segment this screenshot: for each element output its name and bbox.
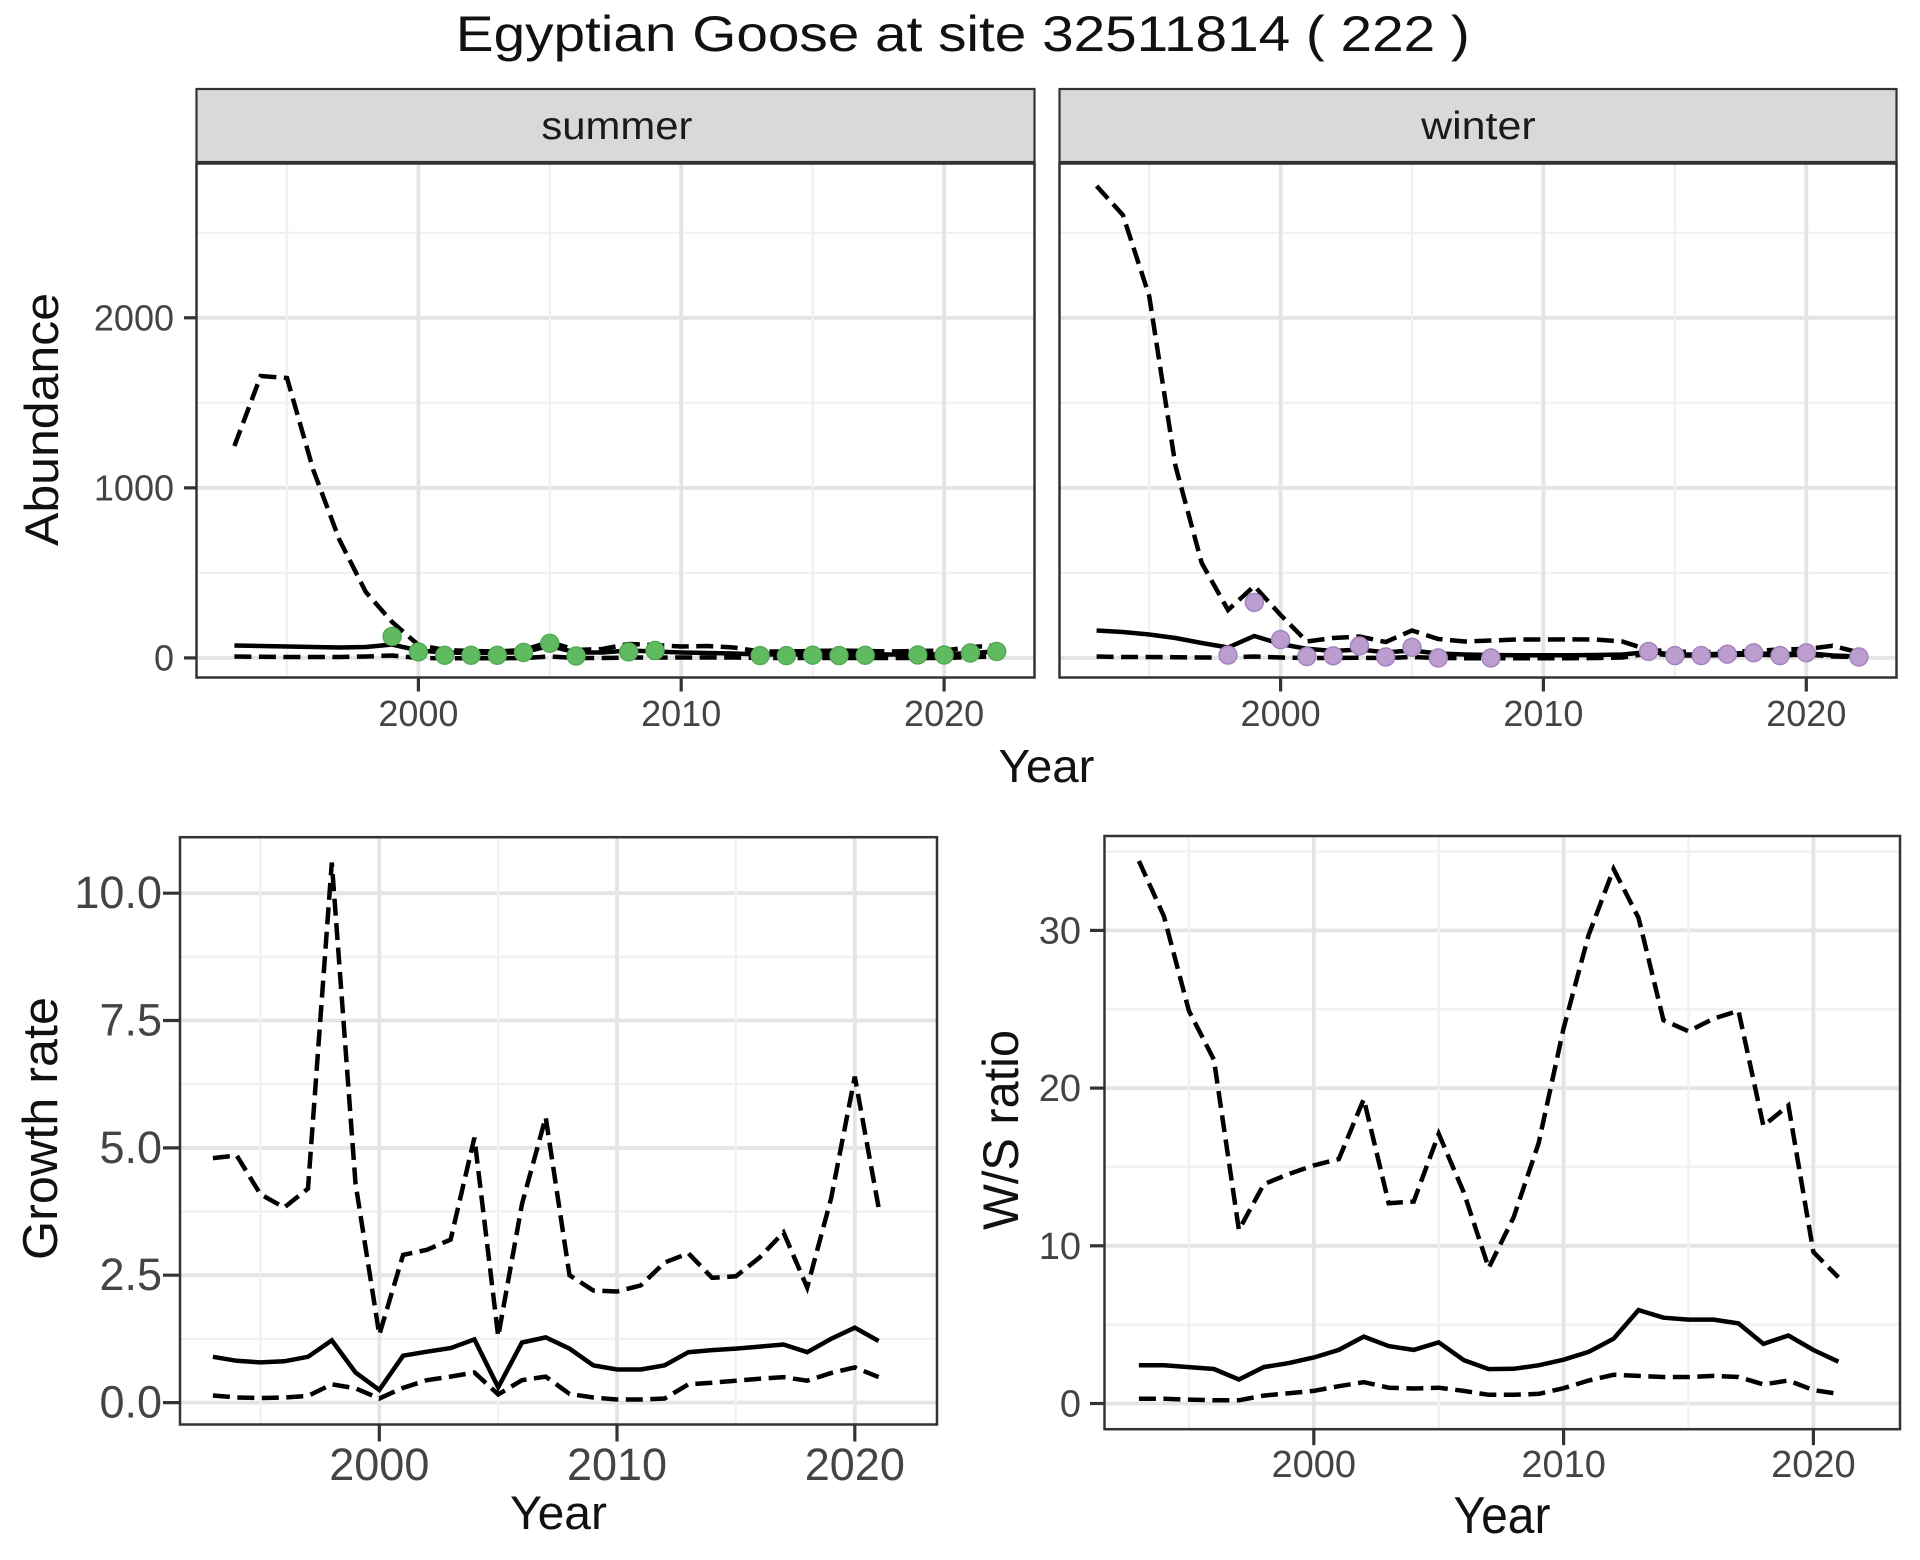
svg-text:2010: 2010 xyxy=(567,1439,667,1490)
svg-text:20: 20 xyxy=(1039,1068,1081,1110)
svg-text:30: 30 xyxy=(1039,910,1081,952)
svg-text:2000: 2000 xyxy=(329,1439,429,1490)
svg-text:winter: winter xyxy=(1420,105,1536,148)
svg-text:Year: Year xyxy=(1454,1487,1551,1545)
svg-text:2000: 2000 xyxy=(94,297,174,338)
svg-text:Abundance: Abundance xyxy=(15,293,68,546)
svg-text:2020: 2020 xyxy=(904,693,984,734)
svg-text:10.0: 10.0 xyxy=(74,867,162,918)
svg-text:7.5: 7.5 xyxy=(99,995,162,1046)
svg-text:Egyptian Goose at site 3251181: Egyptian Goose at site 32511814 ( 222 ) xyxy=(456,6,1470,62)
svg-text:0.0: 0.0 xyxy=(99,1377,162,1428)
svg-text:1000: 1000 xyxy=(94,467,174,508)
svg-text:summer: summer xyxy=(541,105,692,148)
svg-text:2010: 2010 xyxy=(1503,693,1583,734)
svg-text:2000: 2000 xyxy=(378,693,458,734)
svg-text:2010: 2010 xyxy=(641,693,721,734)
svg-text:W/S ratio: W/S ratio xyxy=(973,1030,1029,1230)
svg-text:0: 0 xyxy=(154,637,174,678)
svg-text:2000: 2000 xyxy=(1272,1444,1357,1486)
svg-text:2010: 2010 xyxy=(1521,1444,1606,1486)
svg-text:0: 0 xyxy=(1060,1384,1081,1426)
svg-text:Year: Year xyxy=(510,1486,607,1539)
svg-text:10: 10 xyxy=(1039,1226,1081,1268)
svg-text:Growth rate: Growth rate xyxy=(14,997,68,1260)
svg-text:5.0: 5.0 xyxy=(99,1122,162,1173)
svg-text:2020: 2020 xyxy=(1766,693,1846,734)
svg-text:Year: Year xyxy=(999,740,1095,792)
svg-text:2000: 2000 xyxy=(1241,693,1321,734)
svg-text:2020: 2020 xyxy=(805,1439,905,1490)
svg-text:2020: 2020 xyxy=(1771,1444,1856,1486)
svg-text:2.5: 2.5 xyxy=(99,1249,162,1300)
